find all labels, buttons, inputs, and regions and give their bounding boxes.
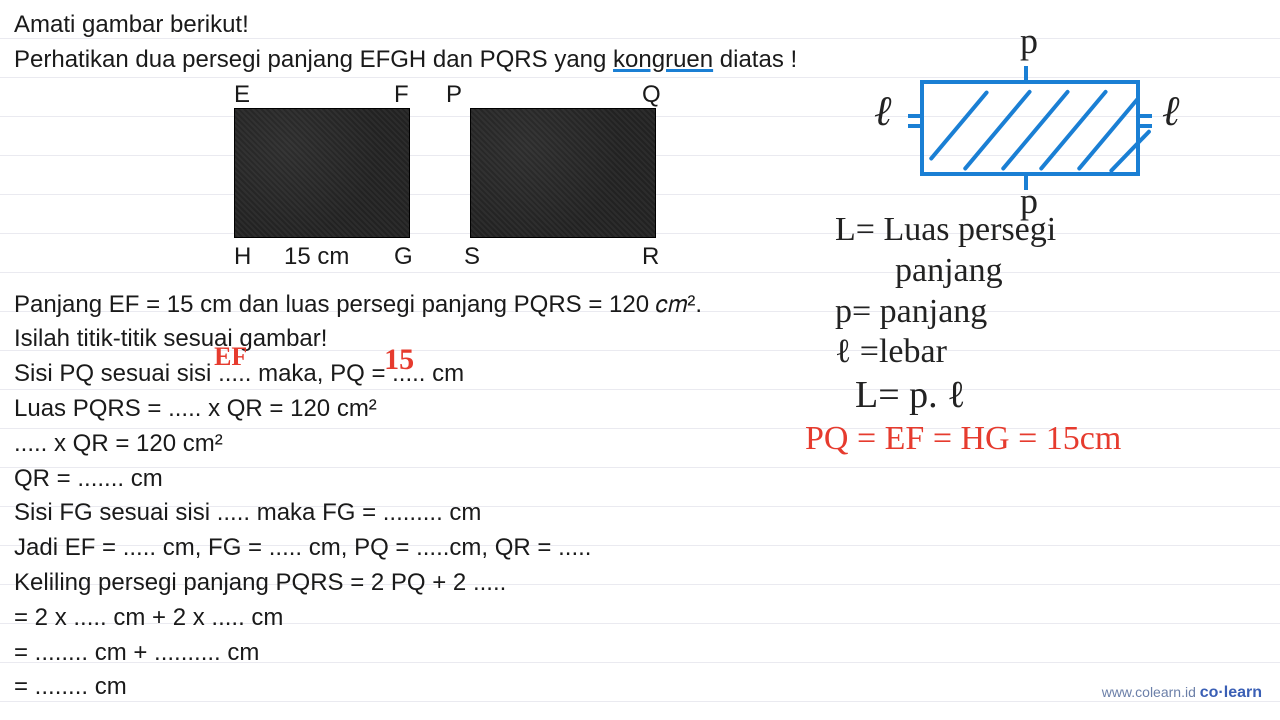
left-column: Amati gambar berikut! Perhatikan dua per… (0, 0, 720, 720)
body-l9: Keliling persegi panjang PQRS = 2 PQ + 2… (14, 566, 720, 601)
hatch-5 (1076, 97, 1139, 172)
rd-l-left: ℓ (874, 88, 892, 136)
hatch-2 (962, 89, 1032, 171)
title-pre: Perhatikan dua persegi panjang EFGH dan … (14, 46, 613, 73)
title-line-2: Perhatikan dua persegi panjang EFGH dan … (14, 43, 720, 78)
note-pq: PQ = EF = HG = 15cm (805, 419, 1121, 460)
hatch-3 (1000, 89, 1070, 171)
hatch-4 (1038, 89, 1108, 171)
rd-rect (920, 80, 1140, 176)
annotation-15: 15 (384, 338, 414, 382)
rd-l-right: ℓ (1162, 88, 1180, 136)
page-content: Amati gambar berikut! Perhatikan dua per… (0, 0, 1280, 720)
body-l12: = ........ cm (14, 670, 720, 705)
body-l4: Luas PQRS = ..... x QR = 120 cm² (14, 392, 720, 427)
label-G: G (394, 240, 413, 275)
label-H: H (234, 240, 251, 275)
body-l10: = 2 x ..... cm + 2 x ..... cm (14, 601, 720, 636)
label-S: S (464, 240, 480, 275)
rect-pqrs (470, 108, 656, 238)
note-formula: L= p. ℓ (855, 373, 1121, 419)
body-l8: Jadi EF = ..... cm, FG = ..... cm, PQ = … (14, 531, 720, 566)
note-lebar: ℓ =lebar (835, 332, 1121, 373)
note-p: p= panjang (835, 292, 1121, 333)
rect-efgh (234, 108, 410, 238)
note-l: L= Luas persegi (835, 210, 1121, 251)
body-l1: Panjang EF = 15 cm dan luas persegi panj… (14, 288, 720, 323)
rectangles-diagram: E F H 15 cm G P Q S R (214, 78, 720, 288)
body-l5: ..... x QR = 120 cm² (14, 427, 720, 462)
title-post: diatas ! (713, 46, 797, 73)
right-notes: L= Luas persegi panjang p= panjang ℓ =le… (835, 210, 1121, 460)
body-l11: = ........ cm + .......... cm (14, 636, 720, 671)
body-l3: Sisi PQ sesuai sisi EF ..... maka, PQ = … (14, 357, 720, 392)
label-P: P (446, 78, 462, 113)
body-l7: Sisi FG sesuai sisi ..... maka FG = ....… (14, 496, 720, 531)
body-l6: QR = ....... cm (14, 462, 720, 497)
rd-p-top: p (1020, 20, 1038, 62)
title-line-1: Amati gambar berikut! (14, 8, 720, 43)
kongruen-word: kongruen (613, 46, 713, 73)
label-R: R (642, 240, 659, 275)
label-15cm: 15 cm (284, 240, 349, 275)
body-l2: Isilah titik-titik sesuai gambar! (14, 322, 720, 357)
annotation-ef: EF (214, 338, 247, 376)
hatch-6 (1109, 129, 1152, 174)
rd-tick-bottom (1024, 174, 1028, 190)
note-l2: panjang (895, 251, 1121, 292)
l3-a: Sisi PQ sesuai sisi (14, 360, 218, 387)
